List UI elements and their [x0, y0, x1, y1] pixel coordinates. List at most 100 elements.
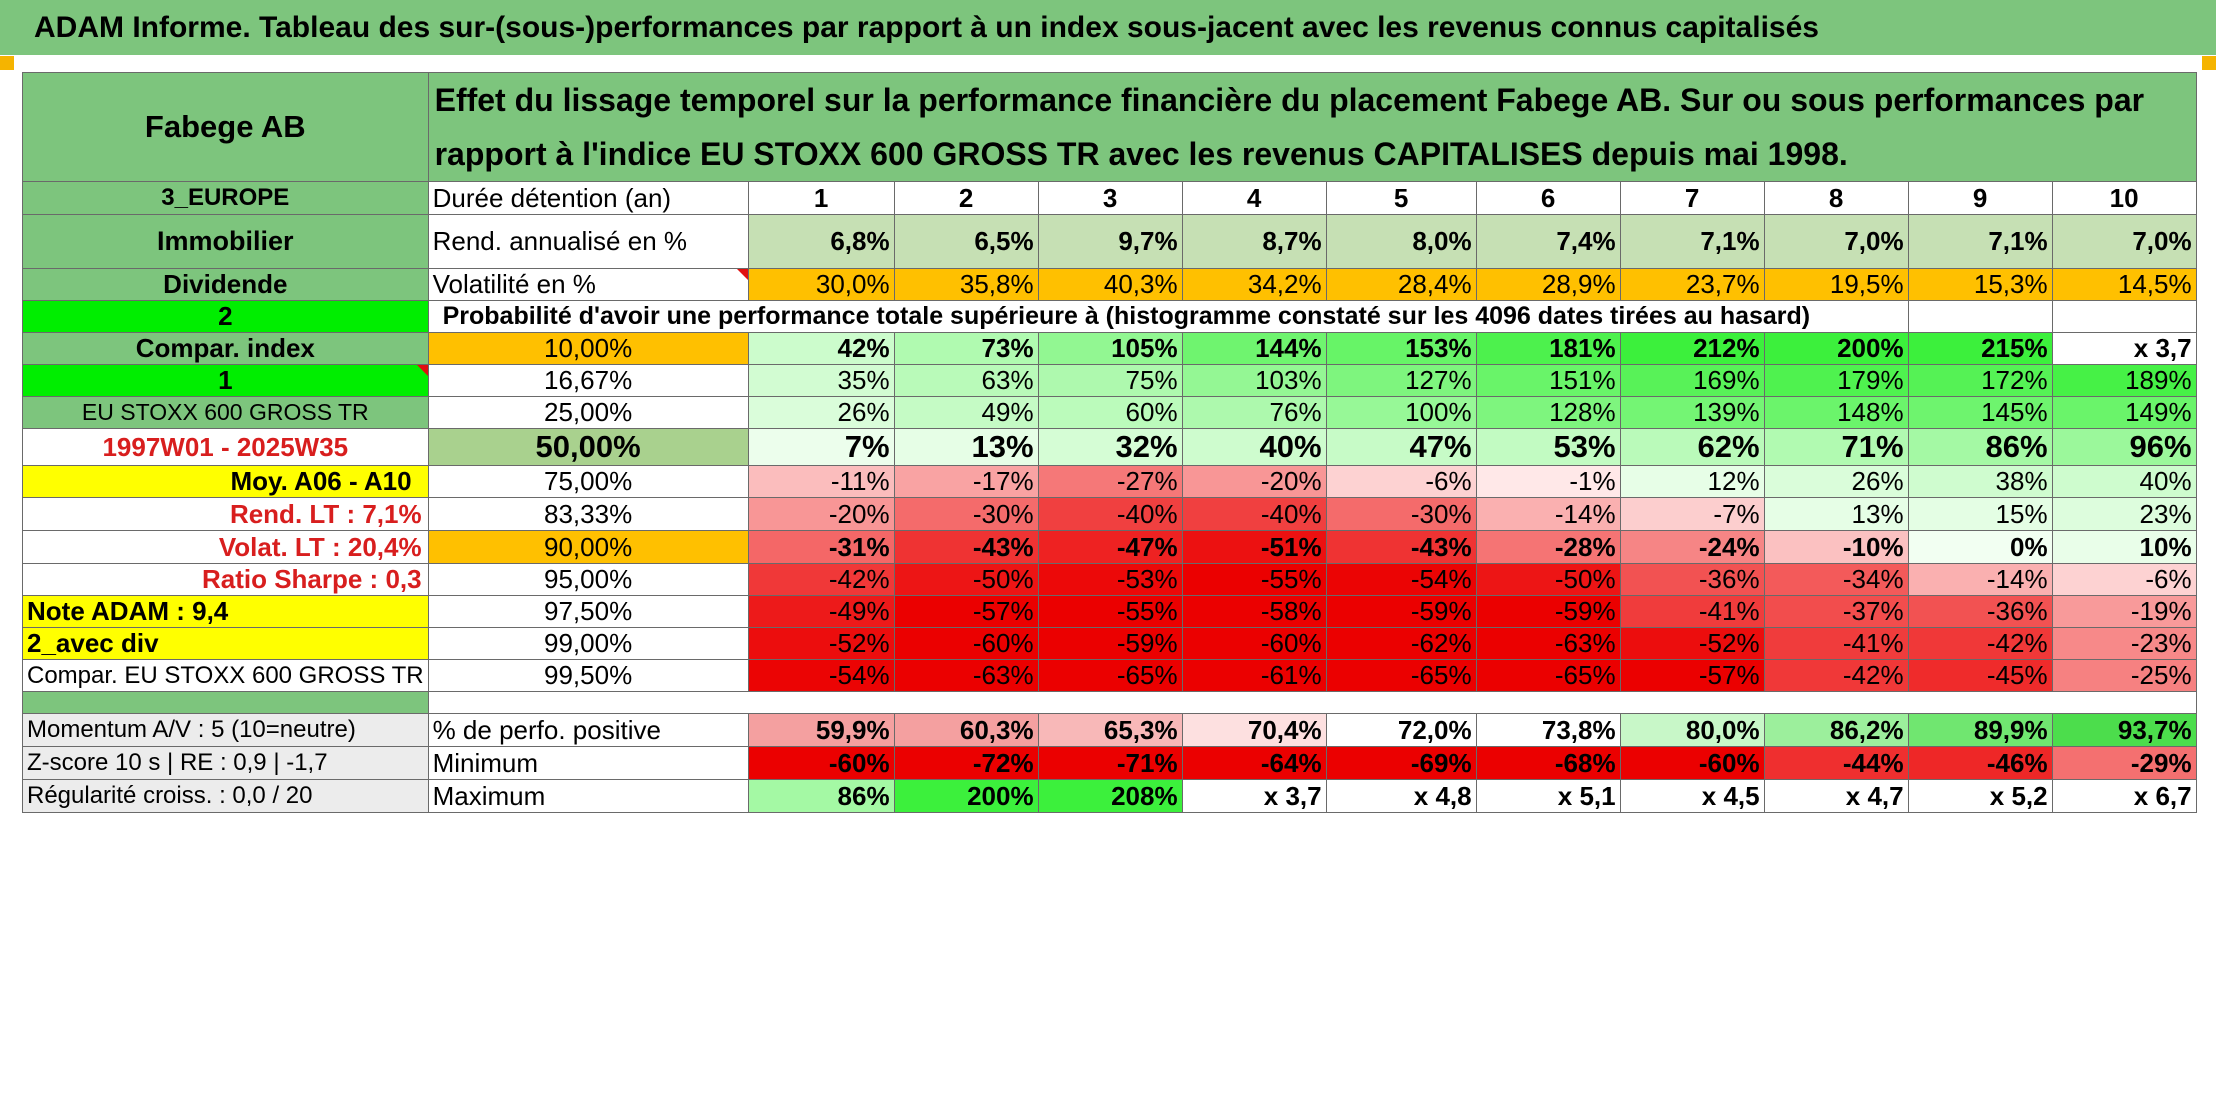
year-header: 2 — [893, 181, 1039, 215]
year-header: 5 — [1325, 181, 1477, 215]
rend-value: 8,0% — [1325, 214, 1477, 269]
volat-value: 35,8% — [893, 268, 1039, 301]
bottom-row-label: % de perfo. positive — [427, 713, 749, 747]
quantile-value: 103% — [1181, 364, 1327, 397]
quantile-value: 86% — [1907, 428, 2053, 466]
quantile-value: 15% — [1907, 497, 2053, 531]
quantile-value: -55% — [1037, 595, 1183, 628]
perfo_pos-value: 59,9% — [747, 713, 895, 747]
quantile-value: -59% — [1325, 595, 1477, 628]
quantile-value: 60% — [1037, 396, 1183, 429]
quantile-value: -45% — [1907, 659, 2053, 692]
quantile-value: -23% — [2051, 627, 2197, 660]
quantile-value: -30% — [1325, 497, 1477, 531]
duree-label: Durée détention (an) — [427, 181, 749, 215]
side-label: Note ADAM : 9,4 — [22, 595, 429, 628]
header-description: Effet du lissage temporel sur la perform… — [427, 72, 2197, 182]
quantile-value: -61% — [1181, 659, 1327, 692]
side-label: Compar. index — [22, 332, 429, 365]
quantile-value: x 3,7 — [2051, 332, 2197, 365]
quantile-value: -36% — [1619, 563, 1765, 596]
quantile-value: 63% — [893, 364, 1039, 397]
year-header: 1 — [747, 181, 895, 215]
quantile-value: -43% — [1325, 530, 1477, 564]
quantile-value: 40% — [2051, 465, 2197, 498]
quantile-value: 13% — [893, 428, 1039, 466]
minimum-value: -71% — [1037, 746, 1183, 780]
quantile-level: 83,33% — [427, 497, 749, 531]
quantile-value: -37% — [1763, 595, 1909, 628]
quantile-value: -31% — [747, 530, 895, 564]
bottom-side-label: Régularité croiss. : 0,0 / 20 — [22, 779, 429, 813]
quantile-value: -50% — [893, 563, 1039, 596]
quantile-value: -63% — [893, 659, 1039, 692]
quantile-value: -34% — [1763, 563, 1909, 596]
probability-caption: Probabilité d'avoir une performance tota… — [427, 300, 1909, 333]
quantile-value: -63% — [1475, 627, 1621, 660]
perfo_pos-value: 93,7% — [2051, 713, 2197, 747]
quantile-value: 181% — [1475, 332, 1621, 365]
quantile-value: 35% — [747, 364, 895, 397]
bottom-row-label: Minimum — [427, 746, 749, 780]
quantile-value: 40% — [1181, 428, 1327, 466]
quantile-value: -41% — [1619, 595, 1765, 628]
perfo_pos-value: 60,3% — [893, 713, 1039, 747]
volat-value: 14,5% — [2051, 268, 2197, 301]
quantile-value: -6% — [1325, 465, 1477, 498]
minimum-value: -64% — [1181, 746, 1327, 780]
quantile-value: 144% — [1181, 332, 1327, 365]
minimum-value: -29% — [2051, 746, 2197, 780]
quantile-value: 42% — [747, 332, 895, 365]
side-label: 2_avec div — [22, 627, 429, 660]
perfo_pos-value: 89,9% — [1907, 713, 2053, 747]
rend-value: 7,0% — [2051, 214, 2197, 269]
side-label: Ratio Sharpe : 0,3 — [22, 563, 429, 596]
quantile-value: -60% — [893, 627, 1039, 660]
maximum-value: x 3,7 — [1181, 779, 1327, 813]
maximum-value: x 5,2 — [1907, 779, 2053, 813]
quantile-value: -55% — [1181, 563, 1327, 596]
perfo_pos-value: 73,8% — [1475, 713, 1621, 747]
quantile-level: 25,00% — [427, 396, 749, 429]
quantile-value: 0% — [1907, 530, 2053, 564]
sector-label: Immobilier — [22, 214, 429, 269]
year-header: 9 — [1907, 181, 2053, 215]
maximum-value: x 4,8 — [1325, 779, 1477, 813]
maximum-value: x 6,7 — [2051, 779, 2197, 813]
volat-value: 15,3% — [1907, 268, 2053, 301]
volat-value: 19,5% — [1763, 268, 1909, 301]
quantile-value: -24% — [1619, 530, 1765, 564]
quantile-value: -60% — [1181, 627, 1327, 660]
quantile-value: -30% — [893, 497, 1039, 531]
side-label: Volat. LT : 20,4% — [22, 530, 429, 564]
corner-marker — [2202, 56, 2216, 70]
quantile-value: -17% — [893, 465, 1039, 498]
quantile-value: 200% — [1763, 332, 1909, 365]
rend-value: 6,8% — [747, 214, 895, 269]
bottom-side-label: Momentum A/V : 5 (10=neutre) — [22, 713, 429, 747]
quantile-level: 90,00% — [427, 530, 749, 564]
side-label: EU STOXX 600 GROSS TR — [22, 396, 429, 429]
quantile-value: -54% — [747, 659, 895, 692]
quantile-value: 32% — [1037, 428, 1183, 466]
performance-table: Fabege AB Effet du lissage temporel sur l… — [22, 72, 2197, 813]
region-label: 3_EUROPE — [22, 181, 429, 215]
quantile-value: 145% — [1907, 396, 2053, 429]
empty-cell — [2051, 300, 2197, 333]
quantile-value: 7% — [747, 428, 895, 466]
quantile-value: -40% — [1037, 497, 1183, 531]
quantile-value: -41% — [1763, 627, 1909, 660]
spacer — [427, 691, 2197, 714]
quantile-value: -58% — [1181, 595, 1327, 628]
bottom-side-label: Z-score 10 s | RE : 0,9 | -1,7 — [22, 746, 429, 780]
quantile-value: -47% — [1037, 530, 1183, 564]
year-header: 3 — [1037, 181, 1183, 215]
empty-cell — [1907, 300, 2053, 333]
quantile-value: 149% — [2051, 396, 2197, 429]
volat-value: 34,2% — [1181, 268, 1327, 301]
year-header: 6 — [1475, 181, 1621, 215]
year-header: 8 — [1763, 181, 1909, 215]
quantile-value: -43% — [893, 530, 1039, 564]
quantile-value: 53% — [1475, 428, 1621, 466]
quantile-value: 73% — [893, 332, 1039, 365]
